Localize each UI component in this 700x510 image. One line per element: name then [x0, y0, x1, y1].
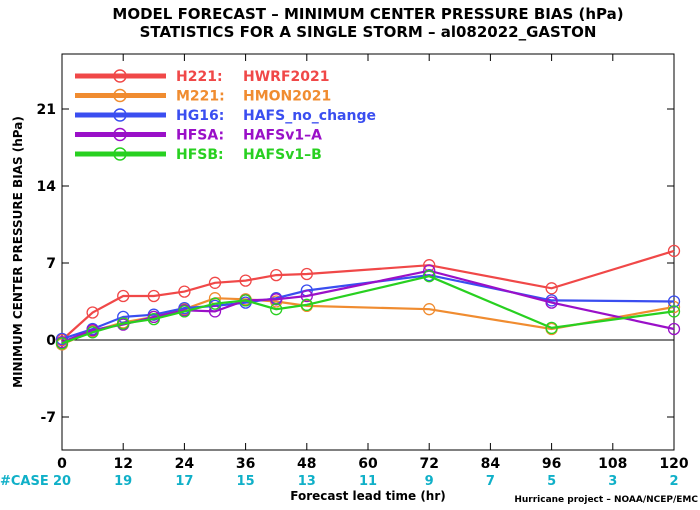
legend-name: HWRF2021: [243, 69, 329, 85]
y-tick-label: 0: [46, 333, 56, 349]
data-point: [545, 321, 558, 335]
data-point: [147, 289, 160, 303]
legend: H221: HWRF2021 M221: HMON2021 HG16: HAFS_no_c…: [75, 69, 376, 163]
data-point: [86, 306, 99, 319]
x-tick-label: 120: [659, 456, 688, 472]
data-point: [147, 312, 160, 326]
legend-marker: [113, 69, 127, 83]
data-point: [208, 297, 222, 310]
x-tick-label: 48: [297, 456, 316, 472]
case-count: 2: [669, 474, 678, 489]
x-tick-label: 24: [175, 456, 195, 472]
data-point: [667, 305, 681, 318]
case-count: 17: [175, 474, 193, 489]
case-count: 19: [114, 474, 132, 489]
x-tick-label: 60: [358, 456, 378, 472]
x-tick-label: 36: [236, 456, 255, 472]
data-point: [55, 337, 69, 350]
case-label: #CASE: [0, 474, 49, 489]
data-point: [667, 322, 681, 336]
data-point: [423, 270, 436, 283]
case-counts: 20 19 17 15 13 11 9 7 5 3 2: [53, 474, 679, 489]
legend-code: HFSA:: [176, 128, 224, 144]
series-group: [55, 244, 681, 351]
data-point: [178, 305, 191, 318]
data-point: [300, 267, 313, 281]
case-count: 7: [486, 474, 495, 489]
data-point: [86, 326, 99, 339]
legend-marker: [113, 108, 127, 122]
data-point: [300, 298, 313, 311]
legend-code: M221:: [176, 89, 225, 105]
data-point: [270, 303, 283, 316]
data-point: [117, 317, 130, 330]
data-point: [208, 305, 222, 318]
credit-text: Hurricane project – NOAA/NCEP/EMC: [514, 495, 698, 505]
legend-entry: HFSA: HAFSv1–A: [75, 128, 322, 144]
case-count: 9: [425, 474, 434, 489]
x-axis-label: Forecast lead time (hr): [290, 489, 446, 503]
legend-entry: HG16: HAFS_no_change: [75, 108, 376, 124]
data-point: [300, 289, 313, 303]
legend-marker: [113, 127, 127, 142]
chart-title: MODEL FORECAST – MINIMUM CENTER PRESSURE…: [112, 5, 623, 23]
x-axis-ticks: 0 12 24 36 48 60 72 84 96 108 120: [57, 54, 689, 472]
data-point: [270, 268, 283, 282]
y-axis-ticks: -7 0 7 14 21: [37, 102, 674, 426]
case-count: 11: [359, 474, 377, 489]
data-point: [667, 295, 681, 308]
y-tick-label: 21: [37, 102, 56, 118]
x-tick-label: 108: [598, 456, 627, 472]
case-count: 20: [53, 474, 71, 489]
data-point: [270, 293, 283, 306]
data-point: [545, 296, 558, 309]
x-tick-label: 12: [113, 456, 132, 472]
legend-code: H221:: [176, 69, 223, 85]
data-point: [117, 289, 130, 303]
case-count: 5: [547, 474, 556, 489]
case-count: 15: [237, 474, 255, 489]
legend-name: HMON2021: [243, 89, 331, 105]
legend-code: HG16:: [176, 108, 224, 124]
legend-name: HAFSv1–A: [243, 128, 322, 144]
legend-entry: M221: HMON2021: [75, 89, 331, 105]
data-point: [239, 294, 252, 307]
legend-name: HAFS_no_change: [243, 108, 376, 124]
y-tick-label: -7: [40, 410, 56, 426]
y-axis-label: MINIMUM CENTER PRESSURE BIAS (hPa): [11, 116, 25, 388]
plot-area: [61, 53, 675, 451]
data-point: [545, 282, 558, 295]
legend-entry: H221: HWRF2021: [75, 69, 329, 85]
data-point: [178, 285, 191, 298]
legend-marker: [113, 147, 127, 161]
x-tick-label: 0: [57, 456, 67, 472]
data-point: [208, 276, 222, 289]
case-count: 3: [608, 474, 617, 489]
legend-name: HAFSv1–B: [243, 147, 322, 163]
x-tick-label: 96: [542, 456, 561, 472]
y-tick-label: 14: [37, 179, 57, 195]
data-point: [239, 274, 252, 287]
legend-code: HFSB:: [176, 147, 224, 163]
series-5: [55, 270, 681, 350]
y-tick-label: 7: [46, 256, 56, 272]
data-point: [423, 303, 436, 316]
x-tick-label: 84: [481, 456, 501, 472]
case-count: 13: [298, 474, 316, 489]
x-tick-label: 72: [419, 456, 438, 472]
legend-marker: [113, 88, 127, 103]
chart-subtitle: STATISTICS FOR A SINGLE STORM – al082022…: [140, 23, 597, 41]
legend-entry: HFSB: HAFSv1–B: [75, 147, 322, 163]
data-point: [667, 244, 681, 258]
